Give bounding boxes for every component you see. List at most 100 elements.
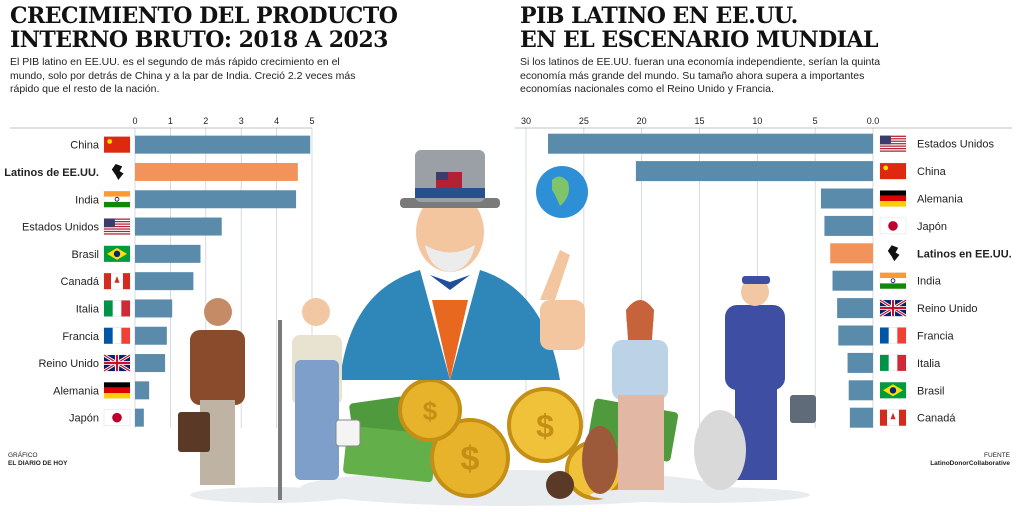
right-subtitle: Si los latinos de EE.UU. fueran una econ… [520, 56, 920, 97]
category-label: Alemania [917, 194, 964, 206]
fr-flag-icon [879, 327, 907, 344]
right-subtitle-line2: economía más grande del mundo. Su tamaño… [520, 69, 865, 82]
fr-flag-icon [103, 327, 131, 344]
de-flag-icon [879, 190, 907, 207]
bar [135, 244, 201, 263]
category-label: India [917, 276, 942, 288]
gb-flag-icon [103, 353, 131, 373]
category-label: Japón [917, 221, 947, 233]
bar [849, 407, 873, 428]
bar [135, 299, 173, 318]
left-subtitle-line2: mundo, solo por detrás de China y a la p… [10, 69, 356, 82]
bar [135, 381, 150, 400]
credit: GRÁFICO EL DIARIO DE HOY [8, 452, 67, 468]
x-tick-label: 5 [813, 116, 818, 126]
jp-flag-icon [103, 409, 131, 426]
x-tick-label: 0 [132, 116, 137, 126]
bar [820, 188, 873, 209]
it-flag-icon [879, 354, 907, 372]
category-label: China [70, 140, 100, 152]
in-flag-icon [879, 272, 907, 289]
x-tick-label: 10 [752, 116, 762, 126]
right-subtitle-line1: Si los latinos de EE.UU. fueran una econ… [520, 56, 881, 68]
us-flag-icon [103, 218, 131, 235]
right-title-line1: PIB LATINO EN EE.UU. [520, 3, 798, 29]
category-label: Francia [62, 331, 100, 343]
bar [135, 217, 222, 236]
bar [838, 325, 873, 346]
x-tick-label: 1 [168, 116, 173, 126]
bar [635, 161, 873, 182]
bar [135, 162, 298, 181]
ca-flag-icon [103, 272, 131, 290]
category-label: Latinos en EE.UU. [917, 248, 1012, 260]
x-tick-label: 2 [203, 116, 208, 126]
source-label: FUENTE [984, 452, 1010, 459]
bar [548, 133, 873, 154]
x-tick-label: 30 [521, 116, 531, 126]
category-label: Alemania [53, 385, 100, 397]
bar [847, 352, 873, 373]
x-tick-label: 5 [309, 116, 314, 126]
category-label: Canadá [917, 413, 956, 425]
bar [848, 380, 873, 401]
bar [135, 326, 167, 345]
bar [824, 215, 873, 236]
source: FUENTE LatinoDonorCollaborative [930, 452, 1010, 468]
bar [837, 298, 873, 319]
left-subtitle: El PIB latino en EE.UU. es el segundo de… [10, 56, 390, 97]
x-tick-label: 4 [274, 116, 279, 126]
left-subtitle-line1: El PIB latino en EE.UU. es el segundo de… [10, 56, 340, 68]
jp-flag-icon [879, 217, 907, 235]
category-label: Reino Unido [917, 303, 978, 315]
source-value: LatinoDonorCollaborative [930, 460, 1010, 467]
gb-flag-icon [879, 298, 907, 318]
right-title-line2: EN EL ESCENARIO MUNDIAL [520, 27, 879, 53]
bar [830, 243, 873, 264]
left-subtitle-line3: rápido que el resto de la nación. [10, 83, 160, 95]
bar [135, 354, 166, 373]
category-label: Estados Unidos [917, 139, 995, 151]
left-title-line2: INTERNO BRUTO: 2018 A 2023 [10, 27, 388, 53]
category-label: Latinos de EE.UU. [4, 167, 99, 179]
x-tick-label: 25 [579, 116, 589, 126]
right-subtitle-line3: economías nacionales como el Reino Unido… [520, 83, 774, 95]
in-flag-icon [103, 191, 131, 208]
category-label: Italia [917, 358, 941, 370]
x-tick-label: 3 [239, 116, 244, 126]
category-label: Brasil [71, 249, 99, 261]
category-label: Italia [76, 303, 100, 315]
right-title: PIB LATINO EN EE.UU. EN EL ESCENARIO MUN… [520, 3, 879, 53]
category-label: Reino Unido [38, 358, 99, 370]
it-flag-icon [103, 300, 131, 317]
category-label: India [75, 194, 100, 206]
x-tick-label: 0.0 [867, 116, 880, 126]
bar [135, 135, 311, 154]
bar [135, 408, 144, 427]
latam-flag-icon [887, 245, 900, 262]
br-flag-icon [879, 382, 907, 399]
category-label: Brasil [917, 385, 945, 397]
de-flag-icon [103, 382, 131, 399]
ca-flag-icon [879, 409, 907, 426]
category-label: Estados Unidos [22, 222, 100, 234]
category-label: Japón [69, 413, 99, 425]
cn-flag-icon [879, 162, 907, 180]
category-label: China [917, 166, 947, 178]
latam-flag-icon [111, 163, 124, 180]
bar [832, 270, 873, 291]
left-title: CRECIMIENTO DEL PRODUCTO INTERNO BRUTO: … [10, 3, 398, 53]
category-label: Francia [917, 331, 955, 343]
credit-value: EL DIARIO DE HOY [8, 460, 68, 467]
category-label: Canadá [60, 276, 99, 288]
bar [135, 272, 194, 291]
left-title-line1: CRECIMIENTO DEL PRODUCTO [10, 3, 398, 29]
x-tick-label: 15 [694, 116, 704, 126]
credit-label: GRÁFICO [8, 452, 38, 459]
us-flag-icon [879, 135, 907, 152]
x-tick-label: 20 [637, 116, 647, 126]
cn-flag-icon [103, 136, 131, 153]
br-flag-icon [103, 245, 131, 263]
